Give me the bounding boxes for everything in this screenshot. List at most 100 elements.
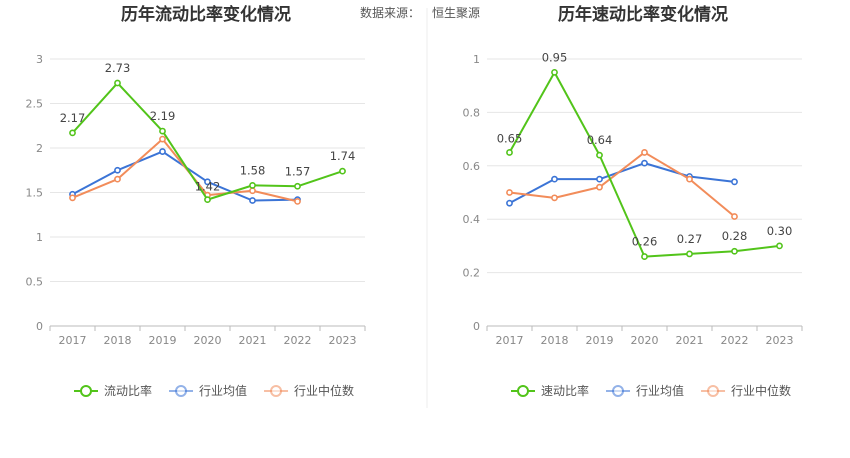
legend-label: 流动比率 bbox=[104, 383, 152, 398]
data-point[interactable] bbox=[249, 187, 256, 195]
series-line bbox=[509, 151, 736, 218]
legend-label: 行业中位数 bbox=[294, 383, 354, 398]
data-point[interactable] bbox=[596, 183, 603, 191]
data-point[interactable] bbox=[641, 253, 648, 260]
data-point[interactable] bbox=[69, 129, 76, 137]
legend-item[interactable]: 行业均值 bbox=[606, 383, 684, 398]
data-point[interactable] bbox=[114, 79, 121, 87]
data-point[interactable] bbox=[641, 149, 648, 156]
data-point[interactable] bbox=[686, 175, 693, 183]
data-point[interactable] bbox=[204, 196, 211, 204]
y-tick-label: 0.4 bbox=[463, 213, 481, 226]
data-point[interactable] bbox=[506, 199, 513, 207]
data-label: 2.17 bbox=[60, 111, 86, 125]
data-point[interactable] bbox=[551, 68, 558, 76]
y-tick-label: 1.5 bbox=[26, 187, 44, 200]
data-label: 1.57 bbox=[285, 164, 311, 178]
data-point[interactable] bbox=[776, 242, 783, 250]
data-point[interactable] bbox=[506, 189, 513, 196]
data-label: 1.42 bbox=[195, 180, 221, 194]
chart-title: 历年流动比率变化情况 bbox=[121, 4, 291, 25]
data-label: 0.64 bbox=[587, 133, 613, 147]
legend-item[interactable]: 行业中位数 bbox=[264, 383, 354, 398]
data-point[interactable] bbox=[294, 182, 301, 190]
x-tick-label: 2022 bbox=[284, 334, 312, 347]
data-point[interactable] bbox=[249, 181, 256, 189]
data-point[interactable] bbox=[159, 135, 166, 143]
y-tick-label: 2.5 bbox=[26, 98, 44, 111]
y-tick-label: 2 bbox=[36, 142, 43, 155]
legend-marker bbox=[175, 385, 188, 397]
legend-item[interactable]: 流动比率 bbox=[74, 383, 152, 398]
series-line bbox=[509, 162, 735, 205]
x-tick-label: 2020 bbox=[631, 334, 659, 347]
x-tick-label: 2023 bbox=[766, 334, 794, 347]
legend-label: 行业均值 bbox=[636, 383, 684, 398]
y-tick-label: 3 bbox=[36, 53, 43, 66]
current-ratio-chart: 历年流动比率变化情况 0 0.5 1 1.5 2 2.5 3 2017 2018 2019 2020 2… bbox=[26, 4, 366, 398]
legend-label: 行业中位数 bbox=[731, 383, 791, 398]
x-tick-label: 2021 bbox=[676, 334, 704, 347]
data-point[interactable] bbox=[731, 178, 738, 186]
legend-item[interactable]: 速动比率 bbox=[511, 383, 589, 398]
data-point[interactable] bbox=[551, 175, 558, 183]
legend-item[interactable]: 行业中位数 bbox=[701, 383, 791, 398]
data-label: 0.27 bbox=[677, 232, 703, 246]
data-source-name: 恒生聚源 bbox=[432, 6, 480, 20]
legend-item[interactable]: 行业均值 bbox=[169, 383, 247, 398]
x-tick-label: 2017 bbox=[59, 334, 87, 347]
data-point[interactable] bbox=[114, 166, 121, 174]
legend-marker bbox=[612, 385, 625, 397]
legend-label: 速动比率 bbox=[541, 383, 589, 398]
y-tick-label: 0 bbox=[36, 320, 43, 333]
data-point[interactable] bbox=[596, 175, 603, 183]
data-label: 0.26 bbox=[632, 235, 658, 249]
legend-label: 行业均值 bbox=[199, 383, 247, 398]
data-source-label: 数据来源： bbox=[360, 5, 420, 20]
data-point[interactable] bbox=[114, 175, 121, 183]
data-point[interactable] bbox=[339, 167, 346, 175]
data-label: 2.73 bbox=[105, 61, 131, 75]
data-point[interactable] bbox=[731, 247, 738, 255]
data-point[interactable] bbox=[641, 159, 648, 167]
data-point[interactable] bbox=[294, 197, 301, 205]
y-tick-label: 1 bbox=[473, 53, 480, 66]
data-point[interactable] bbox=[249, 197, 256, 204]
x-tick-label: 2020 bbox=[194, 334, 222, 347]
data-point[interactable] bbox=[204, 178, 211, 186]
x-tick-label: 2022 bbox=[721, 334, 749, 347]
legend-marker bbox=[270, 385, 283, 397]
data-point[interactable] bbox=[731, 213, 738, 220]
y-tick-label: 0.8 bbox=[463, 106, 481, 119]
x-tick-label: 2017 bbox=[496, 334, 524, 347]
y-tick-label: 0 bbox=[473, 320, 480, 333]
chart-title: 历年速动比率变化情况 bbox=[558, 4, 728, 25]
data-label: 0.30 bbox=[767, 224, 793, 238]
quick-ratio-chart: 历年速动比率变化情况 0 0.2 0.4 0.6 0.8 1 2017 2018 2019 2020… bbox=[463, 4, 803, 398]
x-tick-label: 2018 bbox=[104, 334, 132, 347]
data-label: 1.58 bbox=[240, 163, 266, 177]
legend-marker bbox=[517, 385, 529, 397]
x-tick-label: 2019 bbox=[149, 334, 177, 347]
data-label: 0.28 bbox=[722, 229, 748, 243]
data-point[interactable] bbox=[159, 127, 166, 135]
data-label: 0.95 bbox=[542, 50, 568, 64]
data-point[interactable] bbox=[159, 148, 166, 155]
x-tick-label: 2021 bbox=[239, 334, 267, 347]
data-point[interactable] bbox=[686, 250, 693, 258]
x-tick-label: 2023 bbox=[329, 334, 357, 347]
y-tick-label: 0.6 bbox=[463, 160, 481, 173]
data-point[interactable] bbox=[506, 149, 513, 156]
data-point[interactable] bbox=[596, 151, 603, 159]
y-tick-label: 0.5 bbox=[26, 276, 44, 289]
y-tick-label: 1 bbox=[36, 231, 43, 244]
x-tick-label: 2018 bbox=[541, 334, 569, 347]
legend-marker bbox=[707, 385, 720, 397]
data-point[interactable] bbox=[69, 194, 76, 202]
x-tick-label: 2019 bbox=[586, 334, 614, 347]
data-label: 0.65 bbox=[497, 131, 523, 145]
data-point[interactable] bbox=[551, 194, 558, 202]
legend-marker bbox=[80, 385, 92, 397]
y-tick-label: 0.2 bbox=[463, 267, 481, 280]
